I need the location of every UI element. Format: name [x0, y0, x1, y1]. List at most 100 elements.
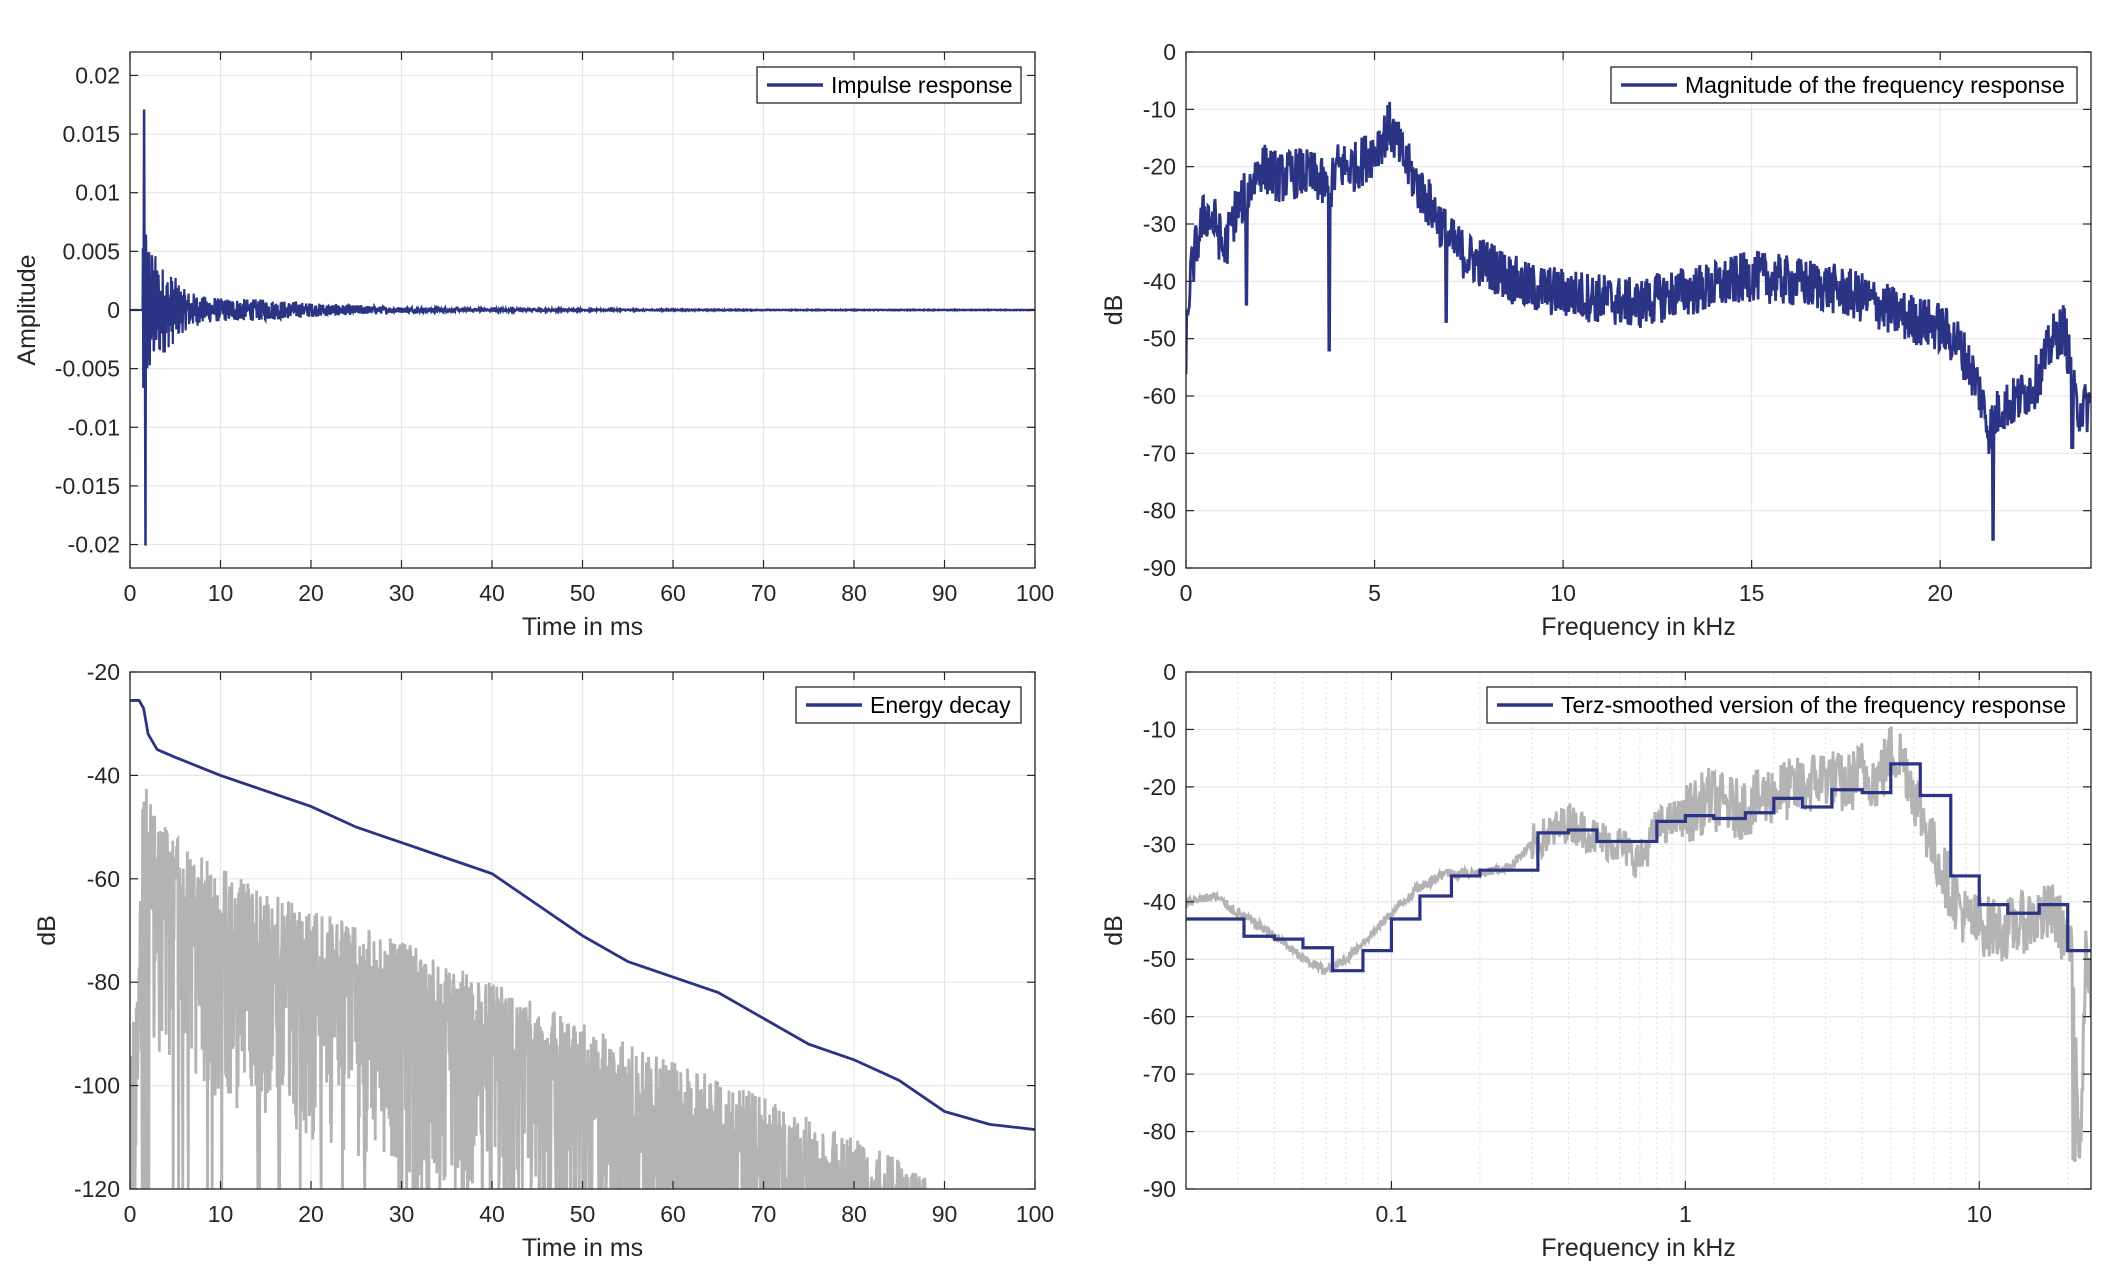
y-tick-label: -80 — [87, 969, 120, 995]
x-tick-label: 15 — [1739, 580, 1765, 606]
x-tick-label: 80 — [841, 580, 867, 606]
frequency-response-line — [1186, 101, 2091, 541]
y-tick-label: -60 — [87, 866, 120, 892]
legend: Impulse response — [756, 66, 1022, 104]
terz-smoothed-line — [1186, 762, 2091, 973]
y-tick-label: -90 — [1143, 555, 1176, 581]
legend-label: Magnitude of the frequency response — [1685, 72, 2065, 98]
x-tick-label: 60 — [660, 580, 686, 606]
x-tick-label: 10 — [1966, 1201, 1992, 1227]
y-tick-label: -100 — [74, 1073, 120, 1099]
x-tick-label: 50 — [570, 580, 596, 606]
legend-label: Impulse response — [831, 72, 1013, 98]
x-tick-label: 0 — [1180, 580, 1193, 606]
y-ticks: 0 -10 -20 -30 -40 -50 -60 -70 -80 -90 — [1143, 39, 2091, 581]
y-axis-label: dB — [1100, 915, 1128, 946]
series-layer — [1186, 101, 2091, 541]
y-tick-label: -40 — [87, 762, 120, 788]
x-tick-label: 10 — [1550, 580, 1576, 606]
x-tick-label: 20 — [298, 1201, 324, 1227]
y-tick-label: -10 — [1143, 96, 1176, 122]
terz-smoothed-plot: 0.1 1 10 0 -10 -20 -30 -40 -50 -60 -70 -80 -90 Freque… — [1100, 659, 2092, 1262]
series-layer — [1186, 726, 2091, 1162]
y-tick-label: -0.01 — [68, 414, 120, 440]
y-axis-label: dB — [1100, 295, 1128, 326]
x-tick-label: 30 — [389, 1201, 415, 1227]
x-ticks: 0.1 1 10 — [1375, 672, 1992, 1227]
frequency-response-plot: 0 5 10 15 20 0 -10 -20 -30 -40 -50 -60 -70 -80 -90 Freq… — [1100, 39, 2092, 641]
x-tick-label: 0 — [124, 580, 137, 606]
legend-label: Energy decay — [870, 692, 1011, 718]
y-tick-label: 0.01 — [75, 180, 120, 206]
x-tick-label: 0 — [124, 1201, 137, 1227]
energy-decay-line — [130, 699, 1035, 1131]
x-ticks: 0 5 10 15 20 — [1180, 52, 1953, 606]
x-tick-label: 40 — [479, 580, 505, 606]
axes-box — [1185, 51, 2092, 569]
axes-box — [1185, 671, 2092, 1190]
y-tick-label: 0 — [1163, 39, 1176, 65]
legend: Magnitude of the frequency response — [1610, 66, 2078, 104]
x-tick-label: 100 — [1016, 580, 1054, 606]
series-layer — [130, 109, 1035, 546]
y-tick-label: -60 — [1143, 1004, 1176, 1030]
x-tick-label: 30 — [389, 580, 415, 606]
y-tick-label: -70 — [1143, 1061, 1176, 1087]
y-tick-label: -30 — [1143, 831, 1176, 857]
x-tick-label: 60 — [660, 1201, 686, 1227]
y-tick-label: -30 — [1143, 211, 1176, 237]
x-tick-label: 10 — [208, 580, 234, 606]
series-layer — [130, 699, 1035, 1189]
y-tick-label: 0.015 — [62, 121, 120, 147]
y-tick-label: -0.015 — [55, 473, 120, 499]
legend: Terz-smoothed version of the frequency r… — [1486, 686, 2078, 724]
x-tick-label: 80 — [841, 1201, 867, 1227]
y-axis-label: Amplitude — [13, 254, 41, 365]
unsmoothed-response-line — [1186, 726, 2091, 1162]
y-tick-label: -20 — [1143, 154, 1176, 180]
y-ticks: 0 -10 -20 -30 -40 -50 -60 -70 -80 -90 — [1143, 659, 2091, 1202]
x-tick-label: 50 — [570, 1201, 596, 1227]
x-tick-label: 70 — [751, 1201, 777, 1227]
x-tick-label: 1 — [1679, 1201, 1692, 1227]
y-tick-label: -50 — [1143, 946, 1176, 972]
y-tick-label: -50 — [1143, 326, 1176, 352]
y-tick-label: -20 — [87, 659, 120, 685]
legend: Energy decay — [795, 686, 1022, 724]
x-tick-label: 10 — [208, 1201, 234, 1227]
y-tick-label: -40 — [1143, 889, 1176, 915]
y-tick-label: -40 — [1143, 268, 1176, 294]
y-ticks: -20 -40 -60 -80 -100 -120 — [74, 659, 1035, 1202]
x-tick-label: 40 — [479, 1201, 505, 1227]
y-axis-label: dB — [33, 915, 61, 946]
y-tick-label: 0.005 — [62, 238, 120, 264]
x-tick-label: 90 — [932, 1201, 958, 1227]
x-tick-label: 0.1 — [1375, 1201, 1407, 1227]
y-tick-label: -70 — [1143, 440, 1176, 466]
x-ticks: 0 10 20 30 40 50 60 70 80 90 100 — [124, 52, 1054, 606]
impulse-response-plot: 0 10 20 30 40 50 60 70 80 90 100 0.02 0.015 0.01 0.005… — [13, 51, 1054, 641]
y-tick-label: 0.02 — [75, 62, 120, 88]
x-axis-label: Frequency in kHz — [1541, 1234, 1736, 1262]
y-ticks: 0.02 0.015 0.01 0.005 0 -0.005 -0.01 -0.015 -0.0… — [55, 62, 1035, 558]
y-tick-label: -90 — [1143, 1176, 1176, 1202]
plot-area — [1186, 672, 2091, 1189]
legend-box — [1610, 66, 2078, 104]
x-tick-label: 20 — [298, 580, 324, 606]
impulse-response-line — [130, 109, 1035, 546]
y-tick-label: -10 — [1143, 716, 1176, 742]
x-axis-label: Time in ms — [522, 1234, 643, 1262]
x-ticks: 0 10 20 30 40 50 60 70 80 90 100 — [124, 672, 1054, 1227]
x-tick-label: 100 — [1016, 1201, 1054, 1227]
legend-box — [1486, 686, 2078, 724]
y-tick-label: -0.005 — [55, 356, 120, 382]
x-tick-label: 70 — [751, 580, 777, 606]
legend-label: Terz-smoothed version of the frequency r… — [1561, 692, 2066, 718]
y-tick-label: -80 — [1143, 1119, 1176, 1145]
y-tick-label: -60 — [1143, 383, 1176, 409]
x-tick-label: 5 — [1368, 580, 1381, 606]
y-tick-label: -0.02 — [68, 532, 120, 558]
y-tick-label: -80 — [1143, 498, 1176, 524]
